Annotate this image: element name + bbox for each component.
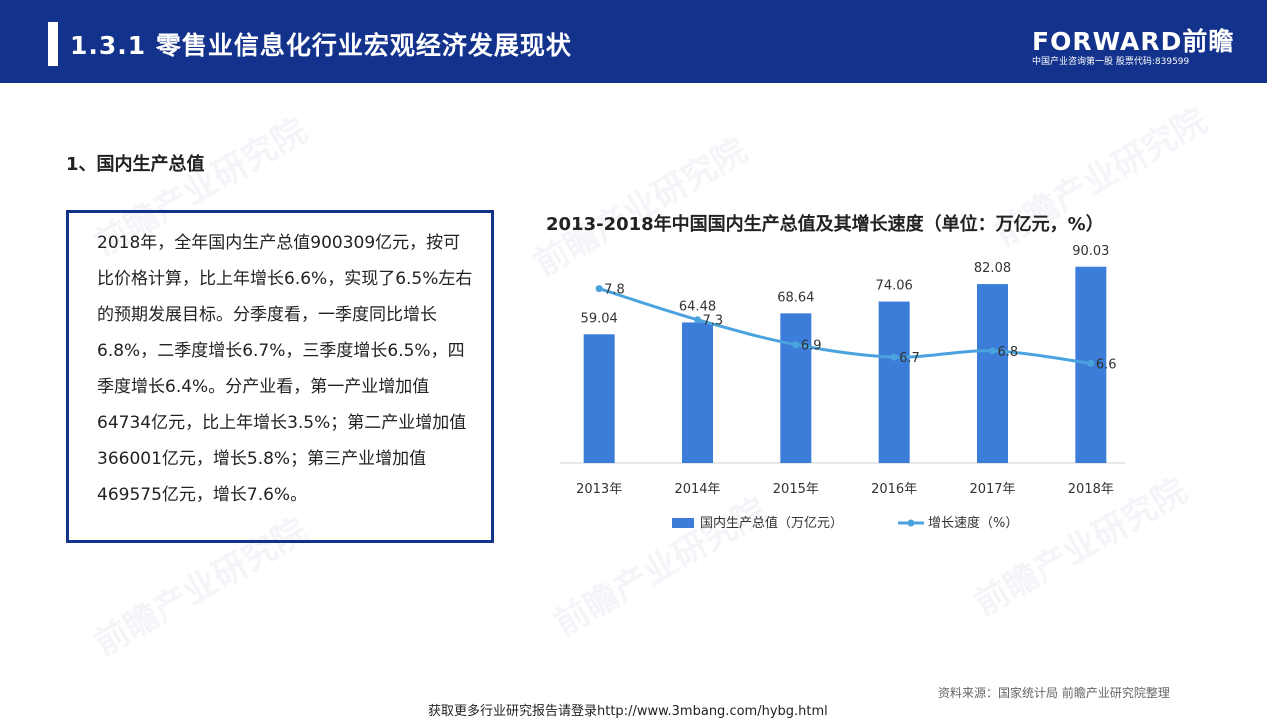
header-bar: 1.3.1 零售业信息化行业宏观经济发展现状 FORWARD前瞻 中国产业咨询第… — [0, 0, 1267, 83]
legend-swatch-bar — [672, 518, 694, 528]
footer-link[interactable]: 获取更多行业研究报告请登录http://www.3mbang.com/hybg.… — [428, 704, 828, 719]
growth-rate-point — [1087, 359, 1095, 367]
bar-gdp — [583, 334, 615, 463]
growth-rate-point — [694, 316, 701, 324]
brand-subtitle: 中国产业咨询第一股 股票代码:839599 — [1032, 57, 1190, 67]
line-data-label: 7.3 — [703, 314, 724, 329]
data-source: 资料来源：国家统计局 前瞻产业研究院整理 — [938, 686, 1170, 700]
legend-label-line: 增长速度（%） — [928, 515, 1018, 531]
line-data-label: 6.7 — [899, 351, 920, 366]
x-tick-label: 2015年 — [773, 482, 819, 497]
x-tick-label: 2016年 — [871, 482, 917, 497]
line-data-label: 7.8 — [604, 283, 625, 298]
x-tick-label: 2017年 — [969, 482, 1015, 497]
line-data-label: 6.6 — [1096, 357, 1117, 372]
growth-rate-line — [598, 287, 1092, 365]
x-tick-label: 2014年 — [674, 482, 720, 497]
summary-text-box: 2018年，全年国内生产总值900309亿元，按可比价格计算，比上年增长6.6%… — [66, 210, 494, 543]
bar-gdp — [878, 301, 910, 463]
line-data-label: 6.9 — [801, 339, 822, 354]
line-data-label: 6.8 — [998, 345, 1019, 360]
summary-text: 2018年，全年国内生产总值900309亿元，按可比价格计算，比上年增长6.6%… — [97, 233, 473, 505]
section-heading: 1、国内生产总值 — [66, 154, 205, 175]
title-accent — [48, 22, 58, 66]
bar-data-label: 64.48 — [679, 299, 716, 314]
bar-data-label: 82.08 — [974, 261, 1011, 276]
bar-data-label: 74.06 — [876, 279, 913, 294]
growth-rate-point — [792, 341, 800, 349]
chart-title: 2013-2018年中国国内生产总值及其增长速度（单位：万亿元，%） — [546, 214, 1104, 235]
bar-data-label: 59.04 — [581, 311, 618, 326]
bar-gdp — [977, 284, 1008, 463]
bar-gdp — [780, 313, 812, 463]
x-tick-label: 2018年 — [1068, 482, 1114, 497]
gdp-chart: 59.04 2013年 64.48 2014年 68.64 2015年 74.06 2016年… — [560, 245, 1125, 531]
brand-logo: FORWARD前瞻 — [1032, 27, 1235, 56]
legend-label-bar: 国内生产总值（万亿元） — [700, 515, 843, 531]
bar-data-label: 68.64 — [777, 290, 814, 305]
page-title: 1.3.1 零售业信息化行业宏观经济发展现状 — [70, 31, 572, 60]
growth-rate-point — [989, 347, 996, 355]
growth-rate-point — [595, 285, 603, 293]
growth-rate-point — [890, 353, 898, 361]
legend-swatch-point — [907, 519, 915, 527]
bar-gdp — [682, 322, 713, 463]
bar-data-label: 90.03 — [1072, 245, 1109, 259]
x-tick-label: 2013年 — [576, 482, 622, 497]
